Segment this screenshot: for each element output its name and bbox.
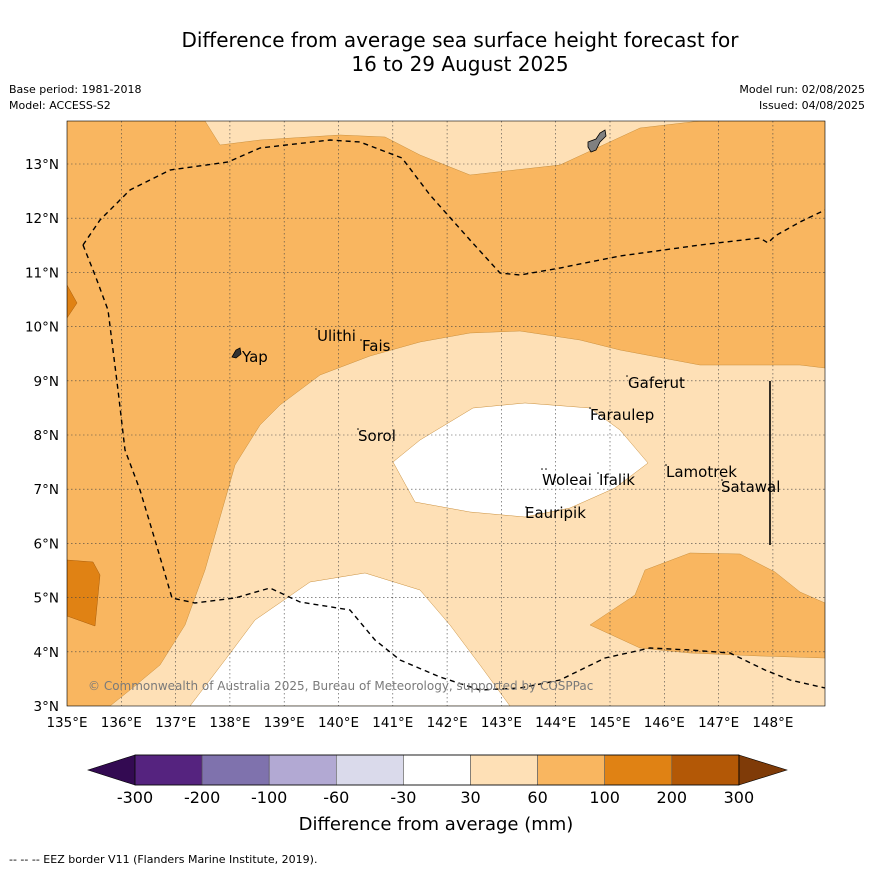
colorbar-bin bbox=[604, 754, 673, 786]
place-label-woleai: Woleai bbox=[542, 471, 592, 489]
anomaly-region-100-200-nw bbox=[67, 284, 78, 319]
base-period: Base period: 1981-2018 bbox=[9, 83, 142, 96]
y-tick-label: 8°N bbox=[34, 428, 59, 444]
model-name: Model: ACCESS-S2 bbox=[9, 99, 111, 112]
x-tick-label: 136°E bbox=[101, 715, 142, 731]
colorbar bbox=[87, 754, 788, 786]
eez-legend-note: -- -- -- EEZ border V11 (Flanders Marine… bbox=[9, 853, 318, 866]
y-tick-label: 7°N bbox=[34, 482, 59, 498]
colorbar-bin bbox=[403, 754, 471, 786]
y-tick-label: 6°N bbox=[34, 536, 59, 552]
colorbar-tick-label: 100 bbox=[589, 788, 620, 807]
place-label-ulithi: Ulithi bbox=[317, 327, 356, 345]
x-axis-ticks: 135°E 136°E 137°E 138°E 139°E 140°E 141°E 142°E… bbox=[46, 715, 793, 731]
colorbar-tick-label: -30 bbox=[390, 788, 416, 807]
colorbar-tick-label: 200 bbox=[657, 788, 688, 807]
colorbar-tick-label: -300 bbox=[117, 788, 153, 807]
chart-title-line1: Difference from average sea surface heig… bbox=[181, 28, 739, 52]
model-run: Model run: 02/08/2025 bbox=[739, 83, 865, 96]
y-tick-label: 3°N bbox=[34, 699, 59, 715]
gaferut-island bbox=[626, 375, 628, 377]
x-tick-label: 148°E bbox=[752, 715, 793, 731]
y-tick-label: 13°N bbox=[25, 157, 59, 173]
colorbar-tick-label: 30 bbox=[460, 788, 480, 807]
x-tick-label: 145°E bbox=[589, 715, 630, 731]
place-label-sorol: Sorol bbox=[358, 427, 396, 445]
gridlines bbox=[67, 121, 825, 706]
anomaly-region-neutral-central bbox=[392, 402, 649, 518]
y-tick-label: 5°N bbox=[34, 591, 59, 607]
colorbar-label: Difference from average (mm) bbox=[299, 814, 574, 835]
issued-date: Issued: 04/08/2025 bbox=[758, 99, 865, 112]
anomaly-region-60-100 bbox=[67, 121, 825, 706]
ifalik-island bbox=[597, 472, 599, 474]
chart-title-line2: 16 to 29 August 2025 bbox=[351, 52, 569, 76]
place-label-lamotrek: Lamotrek bbox=[666, 463, 737, 481]
anomaly-region-60-100-se bbox=[589, 552, 825, 659]
place-label-faraulep: Faraulep bbox=[590, 406, 654, 424]
map-area bbox=[67, 121, 825, 706]
colorbar-tick-label: -100 bbox=[251, 788, 287, 807]
colorbar-bin bbox=[335, 754, 404, 786]
colorbar-extend-low bbox=[87, 754, 136, 786]
colorbar-bin bbox=[537, 754, 605, 786]
y-tick-label: 4°N bbox=[34, 645, 59, 661]
x-tick-label: 140°E bbox=[318, 715, 359, 731]
woleai-island-2 bbox=[545, 468, 547, 470]
colorbar-extend-high bbox=[738, 754, 788, 786]
colorbar-tick-label: -60 bbox=[323, 788, 349, 807]
colorbar-tick-label: 300 bbox=[724, 788, 755, 807]
y-tick-label: 11°N bbox=[25, 265, 59, 281]
colorbar-tick-label: -200 bbox=[184, 788, 220, 807]
satawal-island bbox=[721, 479, 723, 481]
y-tick-label: 10°N bbox=[25, 320, 59, 336]
place-label-ifalik: Ifalik bbox=[599, 471, 635, 489]
y-tick-label: 9°N bbox=[34, 374, 59, 390]
eez-border bbox=[82, 139, 825, 691]
x-tick-label: 144°E bbox=[535, 715, 576, 731]
place-label-eauripik: Eauripik bbox=[525, 504, 586, 522]
x-tick-label: 135°E bbox=[46, 715, 87, 731]
anomaly-region-100-200-west bbox=[67, 559, 101, 627]
yap-island bbox=[231, 347, 242, 359]
x-tick-label: 141°E bbox=[372, 715, 413, 731]
place-label-yap: Yap bbox=[241, 348, 268, 366]
x-tick-label: 143°E bbox=[481, 715, 522, 731]
woleai-island bbox=[541, 468, 543, 470]
colorbar-bin bbox=[201, 754, 270, 786]
sorol-island bbox=[357, 428, 359, 430]
lamotrek-island bbox=[665, 464, 667, 466]
colorbar-bin bbox=[671, 754, 740, 786]
x-tick-label: 137°E bbox=[155, 715, 196, 731]
x-tick-label: 142°E bbox=[427, 715, 468, 731]
x-tick-label: 139°E bbox=[264, 715, 305, 731]
y-tick-label: 12°N bbox=[25, 211, 59, 227]
colorbar-ticks: -300 -200 -100 -60 -30 30 60 100 200 300 bbox=[117, 788, 754, 807]
colorbar-tick-label: 60 bbox=[527, 788, 547, 807]
colorbar-bin bbox=[470, 754, 538, 786]
x-tick-label: 146°E bbox=[644, 715, 685, 731]
guam-island bbox=[587, 129, 607, 153]
y-axis-ticks: 13°N 12°N 11°N 10°N 9°N 8°N 7°N 6°N 5°N 4°N 3°N bbox=[25, 157, 59, 715]
x-tick-label: 138°E bbox=[209, 715, 250, 731]
eauripik-island bbox=[525, 506, 527, 508]
fais-island bbox=[360, 339, 362, 341]
map-frame bbox=[66, 120, 826, 707]
colorbar-bin bbox=[134, 754, 203, 786]
ulithi-island bbox=[315, 328, 317, 330]
place-label-fais: Fais bbox=[362, 337, 391, 355]
place-label-satawal: Satawal bbox=[721, 478, 780, 496]
colorbar-bin bbox=[268, 754, 337, 786]
place-label-gaferut: Gaferut bbox=[628, 374, 685, 392]
faraulep-island bbox=[589, 407, 591, 409]
colorbar-outline bbox=[134, 754, 740, 786]
x-tick-label: 147°E bbox=[698, 715, 739, 731]
map-credit: © Commonwealth of Australia 2025, Bureau… bbox=[88, 679, 593, 693]
